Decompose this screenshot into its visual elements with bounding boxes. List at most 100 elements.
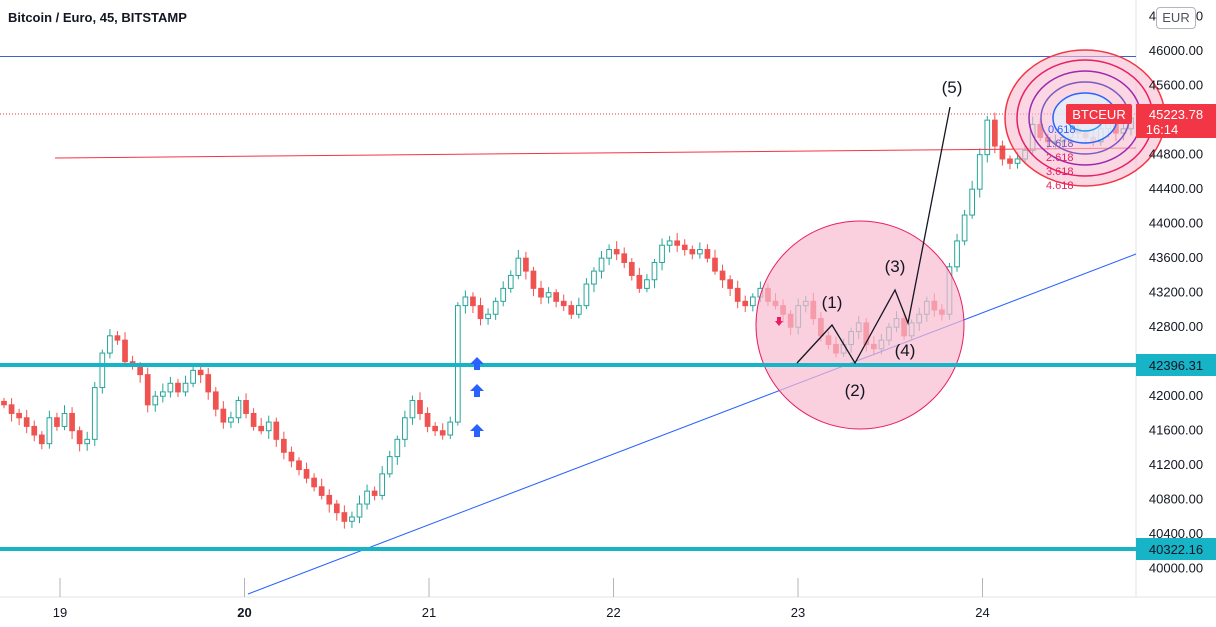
candle-down <box>417 400 423 414</box>
candle-up <box>349 516 355 522</box>
candle-down <box>538 287 544 298</box>
candle-up <box>182 382 189 393</box>
candle-down <box>568 305 575 315</box>
candle-down <box>114 335 121 341</box>
candle-down <box>553 292 559 302</box>
candle-up <box>462 296 469 307</box>
candle-up <box>190 369 196 384</box>
candle-down <box>8 404 15 414</box>
candle-down <box>333 503 340 514</box>
candle-up <box>606 249 612 259</box>
support-tag-lower: 40322.16 <box>1149 542 1203 557</box>
time-axis-labels: 19 20 21 22 23 24 <box>53 578 990 620</box>
candle-down <box>281 438 287 453</box>
candle-down <box>311 477 317 488</box>
candle-down <box>734 287 741 302</box>
up-arrow-icon <box>470 384 484 397</box>
fib-label-3618: 3.618 <box>1046 166 1074 178</box>
wave-label-4: (4) <box>895 341 916 360</box>
time-tick-label: 20 <box>237 605 251 620</box>
support-tag-upper-bg <box>1136 354 1216 376</box>
candle-down <box>326 494 333 505</box>
candle-down <box>38 434 45 445</box>
fib-label-1618: 1.618 <box>1046 138 1074 150</box>
last-price-value: 45223.78 <box>1149 107 1203 122</box>
rising-trend-line[interactable] <box>247 253 1137 595</box>
candle-down <box>560 300 567 307</box>
candle-up <box>46 417 53 445</box>
price-tick-label: 40000.00 <box>1149 561 1203 576</box>
candle-down <box>674 240 681 246</box>
candle-down <box>628 261 635 276</box>
candle-up <box>84 438 91 445</box>
up-arrow-icon <box>470 424 484 437</box>
candle-down <box>144 374 151 406</box>
candle-up <box>409 400 416 419</box>
candle-up <box>379 473 386 496</box>
candle-down <box>470 296 476 307</box>
candle-down <box>296 460 302 471</box>
last-price-tag-bg <box>1136 104 1216 138</box>
candle-down <box>288 451 295 462</box>
candle-up <box>666 240 673 246</box>
support-tag-upper: 42396.31 <box>1149 358 1203 373</box>
candle-down <box>712 257 718 272</box>
support-tag-lower-bg <box>1136 538 1216 560</box>
up-arrow-icon <box>470 357 484 370</box>
price-tick-label: 45600.00 <box>1149 78 1203 93</box>
candle-up <box>659 244 665 263</box>
price-tick-label: 41600.00 <box>1149 423 1203 438</box>
drawings-layer: 0.618 1.618 2.618 3.618 4.618 (1) (2) (3… <box>0 49 1166 595</box>
candle-up <box>576 305 582 315</box>
candle-down <box>621 253 628 263</box>
candle-up <box>167 382 174 393</box>
candle-down <box>23 417 30 427</box>
candle-down <box>371 490 378 496</box>
wave-label-1: (1) <box>822 293 843 312</box>
currency-button[interactable]: EUR <box>1156 7 1196 29</box>
candle-down <box>341 512 348 522</box>
candle-up <box>545 292 552 298</box>
candle-down <box>205 374 212 393</box>
candle-down <box>432 425 438 432</box>
red-trend-line[interactable] <box>54 147 1137 159</box>
candle-down <box>69 412 75 432</box>
highlight-circle[interactable] <box>755 220 965 430</box>
last-price-countdown: 16:14 <box>1146 122 1179 137</box>
price-tick-label: 44800.00 <box>1149 147 1203 162</box>
candle-up <box>697 249 703 255</box>
time-tick-label: 23 <box>791 605 805 620</box>
candle-up <box>394 438 401 458</box>
time-axis[interactable] <box>0 598 1136 627</box>
time-tick-label: 22 <box>606 605 620 620</box>
price-tick-label: 41200.00 <box>1149 457 1203 472</box>
candle-up <box>591 270 597 285</box>
candle-down <box>477 305 484 320</box>
price-tick-label: 42800.00 <box>1149 319 1203 334</box>
symbol-title[interactable]: Bitcoin / Euro, 45, BITSTAMP <box>8 10 187 25</box>
candle-up <box>598 257 605 272</box>
candle-up <box>364 490 370 505</box>
candle-up <box>402 417 408 440</box>
candle-down <box>76 430 83 445</box>
price-tick-label: 44400.00 <box>1149 181 1203 196</box>
time-tick-label: 21 <box>422 605 436 620</box>
candle-down <box>137 365 143 376</box>
symbol-tag: BTCEUR <box>1072 107 1125 122</box>
price-tick-label: 43600.00 <box>1149 250 1203 265</box>
elliott-wave-path[interactable] <box>796 106 951 365</box>
candle-up <box>954 240 960 268</box>
price-tick-label: 43200.00 <box>1149 285 1203 300</box>
candle-down <box>681 244 688 251</box>
price-tick-label: 40400.00 <box>1149 526 1203 541</box>
candle-down <box>636 274 643 289</box>
candle-down <box>1007 158 1013 164</box>
candle-up <box>749 296 756 307</box>
candle-down <box>719 270 726 281</box>
candle-up <box>507 274 514 289</box>
candle-up <box>235 400 242 419</box>
candle-up <box>107 335 113 354</box>
candle-down <box>1 400 7 406</box>
